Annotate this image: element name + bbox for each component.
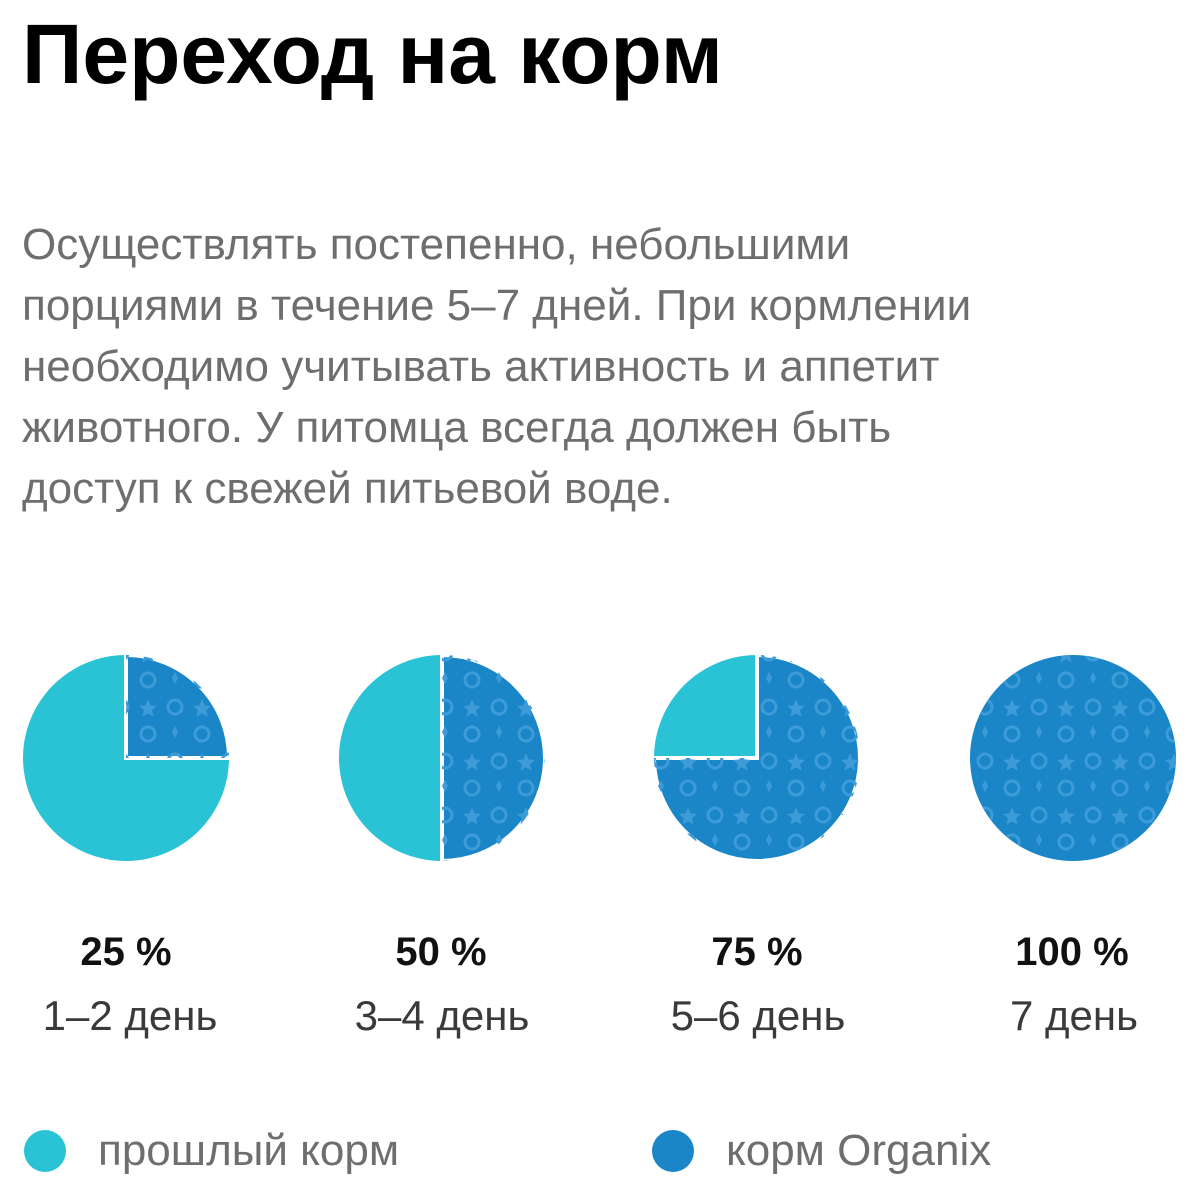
legend-swatch-organix (652, 1130, 694, 1172)
legend-swatch-old-feed (24, 1130, 66, 1172)
stage-percent: 75 % (711, 930, 803, 974)
description-line: Осуществлять постепенно, небольшими (22, 220, 851, 269)
slice-organix-pattern (126, 655, 229, 758)
legend-item-organix: корм Organix (652, 1126, 991, 1176)
stage-percent: 25 % (80, 930, 172, 974)
stage-percent: 50 % (395, 930, 487, 974)
description-line: необходимо учитывать активность и аппети… (22, 342, 940, 391)
description: Осуществлять постепенно, небольшими порц… (22, 214, 1172, 519)
pie-3 (651, 652, 862, 863)
slice-organix-pattern (970, 655, 1176, 861)
slice-organix-pattern (654, 655, 860, 861)
stage-days: 7 день (1010, 992, 1138, 1039)
legend-item-old-feed: прошлый корм (24, 1126, 399, 1176)
stage-days: 5–6 день (670, 992, 846, 1039)
stage-days: 1–2 день (42, 992, 218, 1039)
pie-charts (23, 652, 1176, 864)
slice-organix-pattern (442, 655, 545, 861)
legend-label-old-feed: прошлый корм (98, 1126, 400, 1175)
description-line: доступ к свежей питьевой воде. (22, 464, 673, 513)
pie-4 (970, 655, 1176, 861)
description-line: порциями в течение 5–7 дней. При кормлен… (22, 281, 972, 330)
description-line: животного. У питомца всегда должен быть (22, 403, 892, 452)
stage-days: 3–4 день (354, 992, 530, 1039)
legend-label-organix: корм Organix (726, 1126, 992, 1175)
page-title: Переход на корм (22, 7, 723, 101)
pie-2 (339, 652, 547, 864)
pie-1 (23, 652, 232, 861)
stage-percent: 100 % (1015, 930, 1129, 974)
